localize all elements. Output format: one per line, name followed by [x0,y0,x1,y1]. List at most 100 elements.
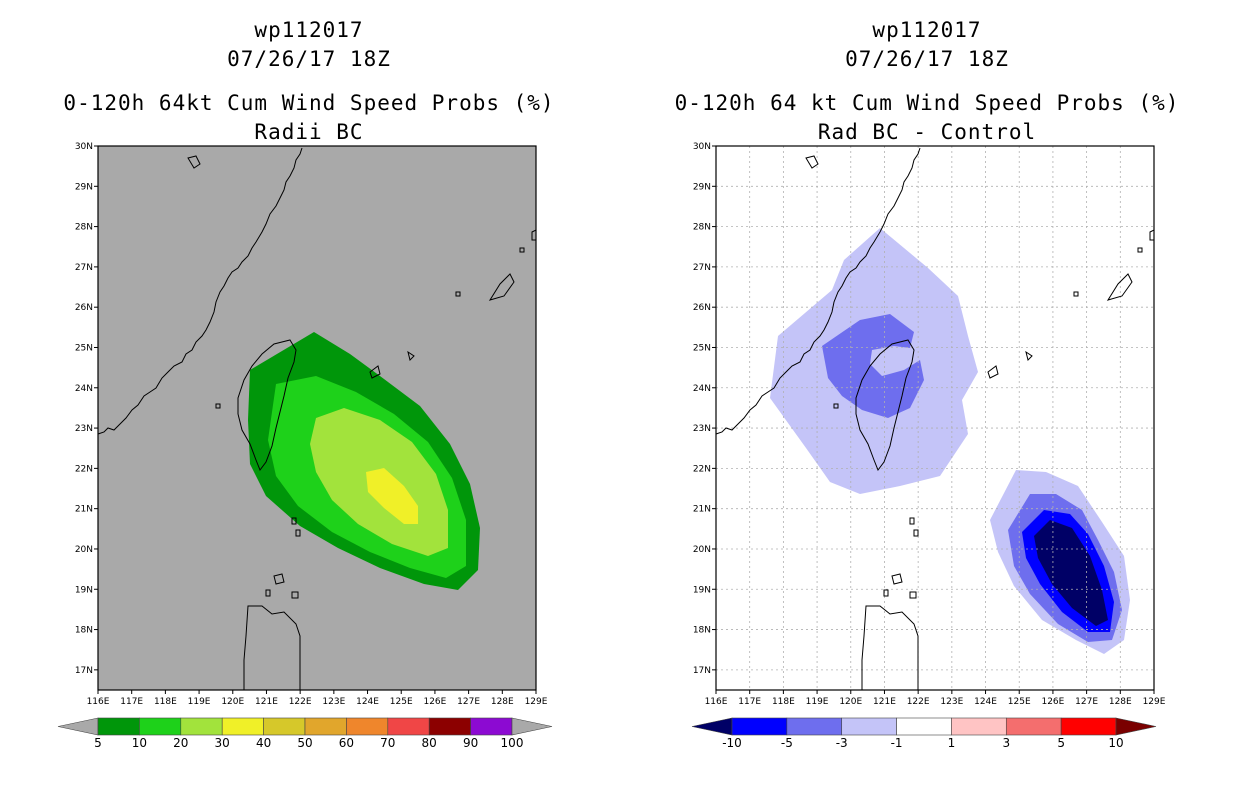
lon-tick-label: 125E [390,697,413,707]
island-outline [291,591,299,599]
island-outline [805,155,819,169]
colorbar-swatch [951,717,1007,736]
colorbar-swatch [1005,717,1062,736]
probability-map: 116E 117E 118E 119E 120E 121E 122E 123E 124E 125E… [57,142,553,750]
colorbar-label: 50 [297,736,312,750]
lon-tick-label: 119E [806,697,829,707]
colorbar-label: -1 [891,736,903,750]
colorbar-label: -5 [781,736,793,750]
island-outline [273,573,285,585]
lon-tick-label: 117E [120,697,143,707]
colorbar-label: 1 [948,736,956,750]
lat-tick-label: 27N [693,263,711,273]
colorbar-label: 90 [463,736,478,750]
luzon-outline [243,605,301,691]
colorbar-label: -10 [722,736,742,750]
contour-30pct [366,468,418,524]
lon-tick-label: 126E [1041,697,1064,707]
colorbar-high-arrow [511,717,553,736]
taiwan-outline [855,339,915,472]
lat-tick-label: 23N [75,424,93,434]
colorbar-label: 20 [173,736,188,750]
colorbar-swatch [1060,717,1117,736]
colorbar-label: 100 [501,736,524,750]
datetime-title: 07/26/17 18Z [845,47,1009,71]
lon-tick-label: 129E [1143,697,1166,707]
island-outline [987,365,999,379]
contour-layer [248,332,480,590]
island-outline [909,591,917,599]
lat-tick-label: 26N [693,303,711,313]
lon-tick-label: 118E [154,697,177,707]
island-outline [1106,273,1133,301]
colorbar-label: 30 [215,736,230,750]
colorbar-label: 60 [339,736,354,750]
colorbar-swatch [180,717,223,736]
lat-tick-label: 27N [75,263,93,273]
lat-tick-label: 21N [75,505,93,515]
colorbar-low-arrow [691,717,733,736]
lat-tick-label: 17N [693,666,711,676]
lat-tick-label: 23N [693,424,711,434]
lat-tick-label: 29N [75,182,93,192]
colorbar-swatch [139,717,182,736]
lat-tick-label: 21N [693,505,711,515]
lon-tick-label: 118E [772,697,795,707]
map-frame [715,145,1155,691]
island-outline [455,291,461,297]
island-outline [883,589,889,597]
island-outline [265,589,271,597]
colorbar-swatch [470,717,513,736]
lon-tick-label: 122E [907,697,930,707]
colorbar-swatch [387,717,430,736]
taiwan-outline [237,339,297,472]
product-title: 0-120h 64 kt Cum Wind Speed Probs (%) [674,91,1180,115]
lat-tick-label: 30N [75,142,93,152]
lat-tick-label: 26N [75,303,93,313]
datetime-title: 07/26/17 18Z [227,47,391,71]
lat-tick-label: 29N [693,182,711,192]
island-outline [369,365,381,379]
colorbar-swatch [841,717,897,736]
lat-tick-label: 20N [75,545,93,555]
colorbar-label: 10 [132,736,147,750]
lon-tick-label: 125E [1008,697,1031,707]
lon-tick-label: 124E [356,697,379,707]
lat-tick-label: 24N [693,384,711,394]
lon-tick-label: 117E [738,697,761,707]
lon-tick-label: 127E [1075,697,1098,707]
lat-tick-label: 19N [75,585,93,595]
lon-tick-label: 123E [322,697,345,707]
colorbar-swatch [97,717,140,736]
island-outline [1073,291,1079,297]
lon-tick-label: 123E [940,697,963,707]
colorbar-swatch [221,717,264,736]
colorbar-swatch [896,717,952,736]
lon-tick-label: 120E [221,697,244,707]
coastline [97,147,537,691]
china-coastline [97,147,303,435]
island-outline [519,247,525,253]
lon-axis: 116E 117E 118E 119E 120E 121E 122E 123E 124E 125E… [705,690,1166,707]
colorbar-swatch [428,717,471,736]
grid-lines [716,146,1154,690]
panel-difference: wp112017 07/26/17 18Z 0-120h 64 kt Cum W… [618,0,1236,800]
colorbar-swatch [263,717,306,736]
lat-tick-label: 28N [75,223,93,233]
lat-tick-label: 22N [693,464,711,474]
island-outline [891,573,903,585]
colorbar-label: 70 [380,736,395,750]
lon-tick-label: 116E [705,697,728,707]
island-outline [215,403,221,409]
lon-tick-label: 116E [87,697,110,707]
lon-tick-label: 121E [873,697,896,707]
lon-tick-label: 128E [1109,697,1132,707]
colorbar-label: 40 [256,736,271,750]
lat-tick-label: 24N [75,384,93,394]
china-coastline [715,147,921,435]
island-outline [1025,350,1033,361]
subtitle: Radii BC [254,120,364,144]
map-frame [97,145,537,691]
lon-axis: 116E 117E 118E 119E 120E 121E 122E 123E 124E 125E… [87,690,548,707]
colorbar-swatch [786,717,843,736]
